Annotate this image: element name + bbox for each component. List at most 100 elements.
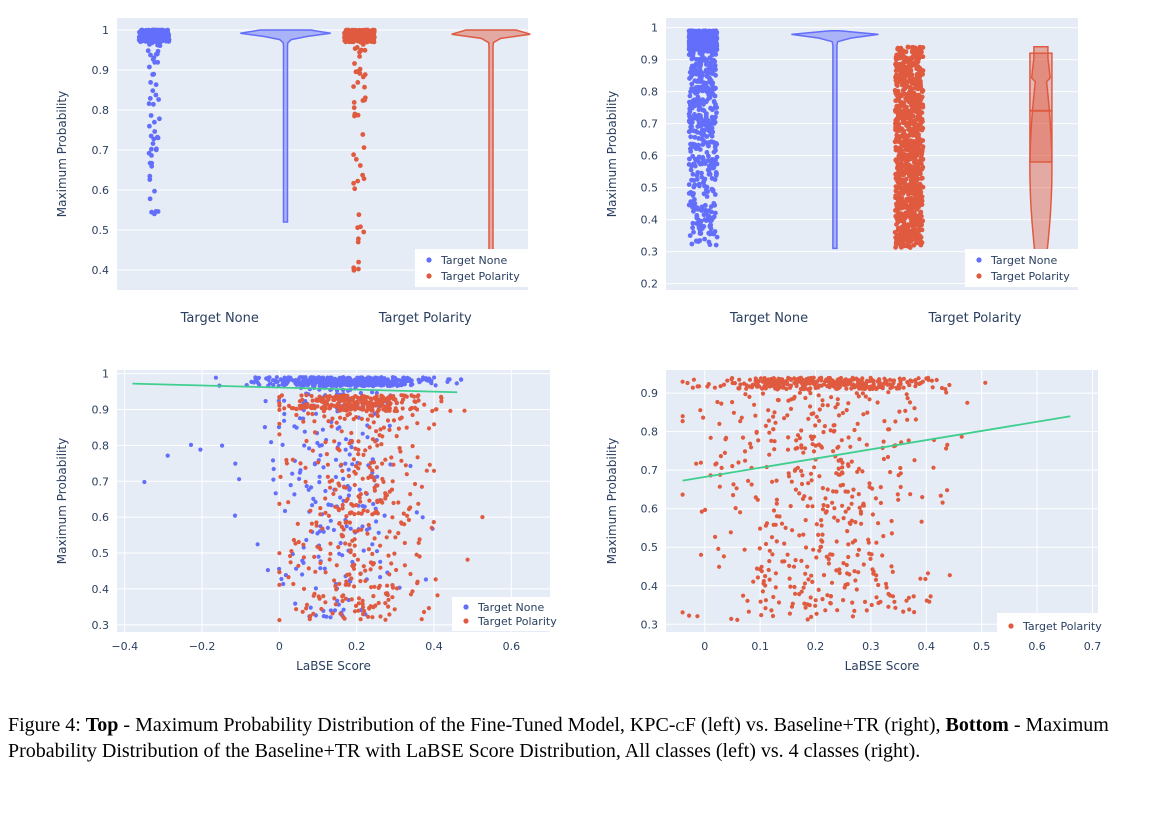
strip-point [713,141,719,146]
scatter-point [414,510,419,515]
scatter-point [291,581,296,587]
y-tick-label: 0.4 [92,264,110,277]
scatter-point [785,552,790,557]
scatter-point [721,382,727,387]
scatter-point [410,589,415,594]
legend-label: Target Polarity [477,615,557,628]
scatter-point [859,521,864,526]
scatter-point [277,403,282,408]
scatter-point [302,403,308,408]
strip-point [893,184,899,190]
strip-point [686,191,692,196]
scatter-point [809,573,814,578]
scatter-point [360,503,365,509]
strip-point [351,84,356,89]
scatter-point [279,576,284,582]
scatter-point [836,413,842,418]
strip-point [706,208,712,214]
scatter-point [825,504,830,509]
scatter-point [331,527,336,533]
strip-point [694,173,700,178]
scatter-point [459,377,464,382]
scatter-point [277,421,282,426]
x-tick-label: 0.7 [1084,640,1102,653]
scatter-point [366,375,371,380]
scatter-point [284,457,289,463]
scatter-point [835,397,840,402]
scatter-point [368,473,373,478]
scatter-point [328,518,333,523]
scatter-point [699,509,704,514]
scatter-point [895,492,900,497]
scatter-point [947,573,952,578]
scatter-point [774,497,779,502]
scatter-point [772,447,777,452]
strip-point [915,147,921,153]
scatter-point [760,589,765,594]
strip-point [915,99,921,105]
scatter-point [348,526,353,531]
series-target-none [136,27,331,223]
strip-point [903,147,908,152]
scatter-point [268,381,273,386]
strip-point [353,156,359,162]
strip-point [351,152,356,158]
strip-point [896,113,902,119]
strip-point [895,219,901,225]
strip-point [906,124,912,129]
strip-point [896,195,902,201]
scatter-point [918,576,923,581]
strip-point [911,210,917,216]
scatter-point [382,513,387,518]
strip-point [360,74,366,80]
scatter-point [419,617,424,622]
scatter-point [856,547,862,552]
scatter-point [351,566,357,571]
y-tick-labels: 0.20.30.40.50.60.70.80.91 [641,22,659,291]
scatter-point [811,449,817,454]
scatter-point [749,482,754,487]
scatter-point [846,435,851,440]
strip-point [710,165,716,171]
legend-marker [976,273,982,279]
scatter-point [366,547,371,552]
strip-point [697,183,702,189]
scatter-point [363,490,368,496]
strip-point [688,134,694,140]
scatter-point [347,520,352,525]
scatter-point [701,415,706,420]
scatter-point [301,419,306,424]
scatter-point [926,375,931,380]
strip-point [893,61,899,66]
strip-point [709,28,715,34]
scatter-point [755,382,760,387]
strip-point [151,71,157,77]
scatter-point [795,445,800,451]
scatter-point [282,383,287,388]
scatter-point [821,430,826,435]
scatter-point [378,559,383,564]
strip-point [714,234,720,240]
scatter-point [378,427,383,432]
scatter-point [356,439,361,444]
scatter-point [959,434,964,439]
strip-point [152,129,158,134]
strip-point [901,48,906,54]
scatter-point [363,568,368,573]
scatter-point [797,436,802,441]
scatter-point [841,598,846,603]
scatter-point [766,408,771,413]
scatter-point [302,443,307,448]
strip-point [915,216,920,221]
y-tick-label: 0.8 [641,426,659,439]
scatter-point [913,384,918,389]
scatter-point [370,562,375,567]
scatter-point [787,563,792,568]
violin-box [1029,52,1053,163]
scatter-point [380,461,385,466]
strip-point [690,50,696,56]
scatter-point [419,378,424,383]
scatter-point [361,548,366,553]
scatter-point [785,413,790,418]
scatter-point [801,532,806,537]
